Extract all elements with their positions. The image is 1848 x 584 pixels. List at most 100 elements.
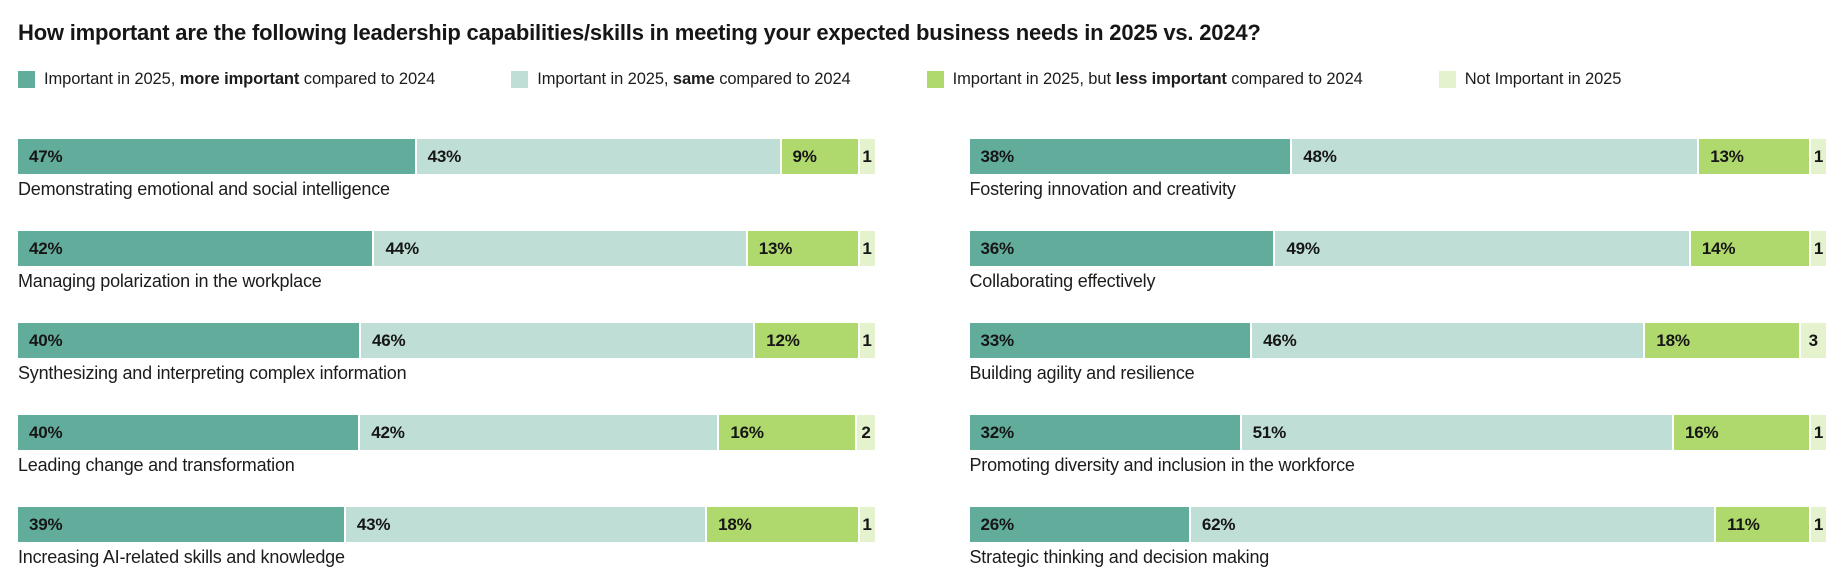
chart-legend: Important in 2025, more important compar… (18, 70, 1826, 89)
segment-value: 26% (980, 514, 1015, 534)
bar-segment-3: 1 (859, 139, 875, 174)
bar-row: 40% 46% 12% 1 Synthesizing and interpreting … (18, 323, 875, 384)
bar-segment-3: 1 (1811, 415, 1826, 450)
bar-segment-1: 62% (1190, 507, 1715, 542)
segment-value: 38% (980, 146, 1015, 166)
bar-row: 26% 62% 11% 1 Strategic thinking and decisio… (969, 507, 1826, 568)
bar-segment-0: 32% (969, 415, 1240, 450)
segment-value: 14% (1701, 238, 1736, 258)
segment-value: 3 (1808, 330, 1818, 350)
segment-value: 11% (1727, 514, 1760, 534)
segment-value: 1 (862, 146, 872, 166)
bar-segment-3: 1 (1811, 231, 1826, 266)
bar-segment-2: 9% (781, 139, 858, 174)
segment-value: 1 (1813, 146, 1824, 166)
chart-column-1: 38% 48% 13% 1 Fostering innovation and creat… (969, 139, 1827, 568)
stacked-bar: 42% 44% 13% 1 (18, 231, 875, 266)
segment-value: 44% (385, 238, 419, 258)
bar-category-label: Building agility and resilience (969, 363, 1195, 383)
legend-label: Not Important in 2025 (1464, 70, 1622, 88)
bar-segment-3: 1 (859, 231, 875, 266)
bar-segment-3: 1 (859, 507, 875, 542)
legend-swatch-icon (1438, 71, 1456, 88)
bar-segment-2: 12% (755, 323, 858, 358)
segment-value: 16% (730, 422, 764, 442)
bar-segment-1: 51% (1241, 415, 1672, 450)
bar-segment-3: 1 (859, 323, 875, 358)
bar-segment-3: 1 (1811, 507, 1826, 542)
legend-label: Important in 2025, but less important co… (952, 70, 1363, 88)
bar-segment-2: 18% (1645, 323, 1799, 358)
bar-category-label: Fostering innovation and creativity (969, 179, 1236, 199)
segment-value: 9% (792, 146, 817, 166)
segment-value: 1 (1813, 514, 1824, 534)
legend-item-3: Not Important in 2025 (1438, 70, 1622, 89)
segment-value: 47% (29, 146, 63, 166)
legend-item-2: Important in 2025, but less important co… (926, 70, 1363, 89)
bar-segment-1: 44% (374, 231, 746, 266)
bar-row: 32% 51% 16% 1 Promoting diversity and inclus… (969, 415, 1826, 476)
segment-value: 43% (427, 146, 462, 166)
bar-segment-0: 40% (18, 323, 360, 358)
bar-segment-0: 33% (969, 323, 1251, 358)
bar-segment-2: 11% (1716, 507, 1809, 542)
bar-segment-1: 49% (1275, 231, 1689, 266)
segment-value: 43% (356, 514, 391, 534)
bar-segment-1: 46% (1252, 323, 1644, 358)
bar-row: 40% 42% 16% 2 Leading change and transformat… (18, 415, 875, 476)
segment-value: 49% (1286, 238, 1320, 258)
bar-row: 33% 46% 18% 3 Building agility and resilienc… (969, 323, 1827, 384)
legend-label: Important in 2025, more important compar… (44, 70, 436, 88)
segment-value: 51% (1252, 422, 1287, 442)
segment-value: 12% (766, 330, 800, 350)
stacked-bar: 39% 43% 18% 1 (18, 507, 875, 542)
chart-column-0: 47% 43% 9% 1 Demonstrating emotional and soc… (18, 139, 875, 568)
bar-segment-3: 1 (1811, 139, 1827, 174)
bar-segment-1: 43% (345, 507, 706, 542)
stacked-bar: 38% 48% 13% 1 (969, 139, 1827, 174)
bar-segment-2: 13% (747, 231, 858, 266)
segment-value: 62% (1201, 514, 1236, 534)
segment-value: 1 (1813, 238, 1824, 258)
bar-segment-1: 42% (360, 415, 718, 450)
segment-value: 39% (29, 514, 63, 534)
bar-segment-0: 39% (18, 507, 344, 542)
bar-segment-0: 38% (969, 139, 1291, 174)
segment-value: 40% (29, 330, 63, 350)
segment-value: 1 (862, 514, 872, 534)
segment-value: 18% (1656, 330, 1690, 350)
segment-value: 42% (29, 238, 63, 258)
bar-row: 42% 44% 13% 1 Managing polarization in the w… (18, 231, 875, 292)
segment-value: 33% (980, 330, 1015, 350)
bar-row: 39% 43% 18% 1 Increasing AI-related skills a… (18, 507, 875, 568)
legend-label: Important in 2025, same compared to 2024 (537, 70, 851, 88)
bar-category-label: Managing polarization in the workplace (18, 271, 322, 291)
bar-category-label: Promoting diversity and inclusion in the… (969, 455, 1355, 475)
stacked-bar: 33% 46% 18% 3 (969, 323, 1827, 358)
bar-segment-1: 48% (1292, 139, 1698, 174)
bar-segment-0: 47% (18, 139, 415, 174)
segment-value: 48% (1303, 146, 1337, 166)
segment-value: 16% (1684, 422, 1719, 442)
bar-row: 36% 49% 14% 1 Collaborating effectively (969, 231, 1826, 292)
bar-category-label: Increasing AI-related skills and knowled… (18, 547, 345, 567)
bar-segment-0: 40% (18, 415, 359, 450)
segment-value: 2 (861, 422, 871, 442)
bar-segment-2: 13% (1699, 139, 1810, 174)
legend-item-1: Important in 2025, same compared to 2024 (511, 70, 851, 89)
bar-segment-2: 14% (1690, 231, 1809, 266)
bar-segment-1: 43% (416, 139, 780, 174)
legend-item-0: Important in 2025, more important compar… (18, 70, 435, 89)
segment-value: 1 (1813, 422, 1824, 442)
bar-segment-2: 16% (719, 415, 856, 450)
legend-swatch-icon (926, 71, 944, 88)
bar-segment-3: 2 (857, 415, 875, 450)
segment-value: 46% (372, 330, 406, 350)
segment-value: 32% (980, 422, 1015, 442)
chart-title: How important are the following leadersh… (18, 20, 1261, 45)
legend-swatch-icon (511, 71, 529, 88)
segment-value: 1 (862, 238, 872, 258)
stacked-bar-chart: 47% 43% 9% 1 Demonstrating emotional and soc… (18, 139, 1827, 568)
bar-segment-2: 16% (1673, 415, 1809, 450)
